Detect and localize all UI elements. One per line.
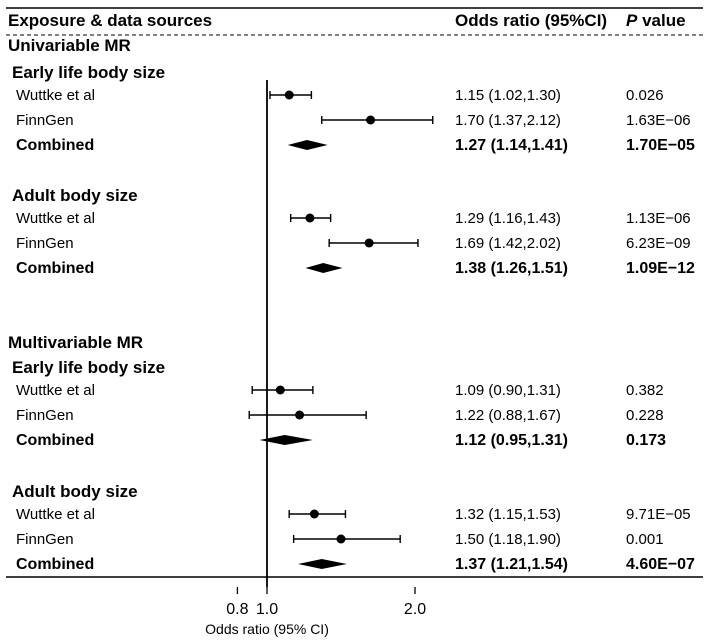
or-ci-text: 1.38 (1.26,1.51) bbox=[455, 260, 568, 277]
or-ci-text: 1.15 (1.02,1.30) bbox=[455, 87, 561, 104]
group-title: Early life body size bbox=[12, 63, 165, 82]
x-tick-label: 2.0 bbox=[404, 601, 426, 618]
p-value-text: 0.173 bbox=[626, 432, 666, 449]
x-tick-label: 0.8 bbox=[226, 601, 248, 618]
p-value-text: 1.13E−06 bbox=[626, 210, 691, 227]
header-p-rest: value bbox=[637, 11, 685, 30]
or-ci-text: 1.22 (0.88,1.67) bbox=[455, 407, 561, 424]
or-ci-text: 1.29 (1.16,1.43) bbox=[455, 210, 561, 227]
or-ci-text: 1.50 (1.18,1.90) bbox=[455, 531, 561, 548]
or-ci-text: 1.70 (1.37,2.12) bbox=[455, 112, 561, 129]
p-value-text: 0.382 bbox=[626, 382, 664, 399]
x-tick-label: 1.0 bbox=[256, 601, 278, 618]
point-estimate bbox=[305, 213, 315, 223]
study-label: Wuttke et al bbox=[16, 210, 95, 227]
or-ci-text: 1.09 (0.90,1.31) bbox=[455, 382, 561, 399]
study-label: Wuttke et al bbox=[16, 506, 95, 523]
combined-label: Combined bbox=[16, 260, 94, 277]
combined-label: Combined bbox=[16, 556, 94, 573]
combined-label: Combined bbox=[16, 137, 94, 154]
p-value-text: 1.70E−05 bbox=[626, 137, 695, 154]
header-p-value: P value bbox=[626, 11, 686, 30]
header-odds-ratio: Odds ratio (95%CI) bbox=[455, 11, 607, 30]
p-value-text: 1.63E−06 bbox=[626, 112, 691, 129]
p-value-text: 6.23E−09 bbox=[626, 235, 691, 252]
group-title: Early life body size bbox=[12, 358, 165, 377]
combined-diamond bbox=[259, 435, 313, 445]
point-estimate bbox=[295, 410, 305, 420]
p-value-text: 4.60E−07 bbox=[626, 556, 695, 573]
or-ci-text: 1.27 (1.14,1.41) bbox=[455, 137, 568, 154]
x-axis: 0.8 1.0 2.0 Odds ratio (95% CI) bbox=[205, 587, 426, 637]
or-ci-text: 1.37 (1.21,1.54) bbox=[455, 556, 568, 573]
point-estimate bbox=[336, 534, 346, 544]
combined-label: Combined bbox=[16, 432, 94, 449]
point-estimate bbox=[275, 385, 285, 395]
study-label: Wuttke et al bbox=[16, 382, 95, 399]
p-value-text: 0.001 bbox=[626, 531, 664, 548]
or-ci-text: 1.69 (1.42,2.02) bbox=[455, 235, 561, 252]
study-label: Wuttke et al bbox=[16, 87, 95, 104]
point-estimate bbox=[364, 238, 374, 248]
point-estimate bbox=[309, 509, 319, 519]
p-value-text: 0.228 bbox=[626, 407, 664, 424]
group-title: Adult body size bbox=[12, 186, 138, 205]
or-ci-text: 1.12 (0.95,1.31) bbox=[455, 432, 568, 449]
x-axis-label: Odds ratio (95% CI) bbox=[205, 621, 329, 637]
section-title: Multivariable MR bbox=[8, 333, 143, 352]
point-estimate bbox=[284, 90, 294, 100]
header-p-italic: P bbox=[626, 11, 638, 30]
row-labels: Univariable MR Early life body size Wuttke… bbox=[8, 36, 695, 573]
p-value-text: 1.09E−12 bbox=[626, 260, 695, 277]
header-exposure: Exposure & data sources bbox=[8, 11, 212, 30]
study-label: FinnGen bbox=[16, 235, 74, 252]
combined-diamond bbox=[298, 559, 347, 569]
plot-marks bbox=[248, 80, 434, 587]
study-label: FinnGen bbox=[16, 407, 74, 424]
point-estimate bbox=[366, 115, 376, 125]
study-label: FinnGen bbox=[16, 531, 74, 548]
study-label: FinnGen bbox=[16, 112, 74, 129]
combined-diamond bbox=[305, 263, 343, 273]
combined-diamond bbox=[287, 140, 328, 150]
or-ci-text: 1.32 (1.15,1.53) bbox=[455, 506, 561, 523]
group-title: Adult body size bbox=[12, 482, 138, 501]
section-title: Univariable MR bbox=[8, 36, 131, 55]
p-value-text: 0.026 bbox=[626, 87, 664, 104]
p-value-text: 9.71E−05 bbox=[626, 506, 691, 523]
